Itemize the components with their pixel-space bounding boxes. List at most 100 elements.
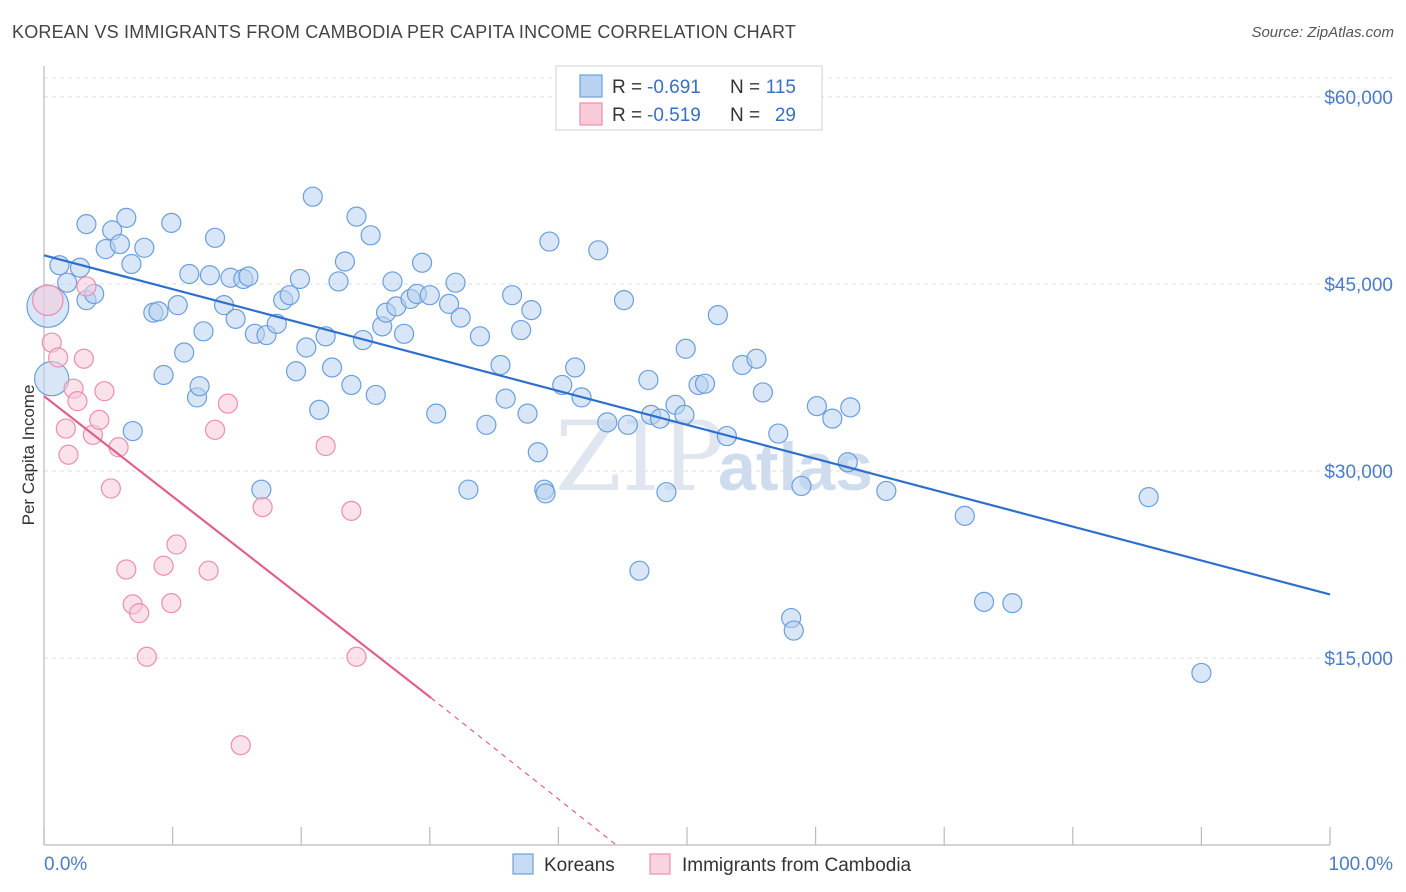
korean-point bbox=[279, 285, 300, 306]
korean-point bbox=[360, 225, 381, 246]
korean-point bbox=[517, 403, 538, 424]
korean-legend-swatch bbox=[579, 74, 603, 98]
y-tick-label: $45,000 bbox=[1324, 275, 1393, 296]
korean-point bbox=[490, 354, 511, 376]
korean-point bbox=[791, 475, 812, 497]
korean-point bbox=[954, 505, 975, 526]
korean-point bbox=[193, 321, 214, 342]
cambodia-trend-line bbox=[43, 395, 432, 699]
grid bbox=[44, 77, 1394, 659]
korean-point bbox=[588, 240, 609, 261]
cambodia-point bbox=[217, 393, 238, 414]
korean-point bbox=[426, 403, 447, 424]
korean-point bbox=[411, 252, 433, 273]
korean-r-label: R = bbox=[612, 77, 642, 98]
cambodia-n-value: 29 bbox=[775, 105, 796, 126]
y-axis-title: Per Capita Income bbox=[19, 385, 38, 526]
korean-point bbox=[167, 295, 188, 316]
series-legend: Koreans Immigrants from Cambodia bbox=[512, 853, 912, 876]
korean-point bbox=[393, 323, 415, 344]
correlation-legend: R = -0.691 N = 115 R = -0.519 N = 29 bbox=[555, 65, 823, 131]
korean-point bbox=[527, 442, 548, 463]
korean-point bbox=[238, 266, 259, 287]
korean-point bbox=[266, 313, 287, 334]
korean-point bbox=[199, 265, 220, 286]
korean-point bbox=[752, 382, 773, 403]
korean-point bbox=[675, 338, 696, 359]
korean-point bbox=[565, 357, 586, 378]
cambodia-point bbox=[166, 534, 187, 555]
korean-point bbox=[341, 374, 362, 396]
axes bbox=[43, 66, 1331, 846]
korean-point bbox=[1191, 662, 1212, 684]
korean-point bbox=[629, 560, 650, 581]
korean-point bbox=[153, 364, 174, 386]
korean-point bbox=[309, 399, 330, 420]
korean-bottom-legend-label: Koreans bbox=[544, 855, 615, 876]
korean-r-value: -0.691 bbox=[647, 77, 701, 98]
cambodia-point bbox=[346, 646, 367, 667]
cambodia-legend-swatch bbox=[579, 102, 603, 126]
korean-point bbox=[535, 483, 556, 504]
x-tick-label-min: 0.0% bbox=[44, 854, 87, 875]
korean-point bbox=[321, 357, 343, 378]
cambodia-point bbox=[252, 497, 273, 518]
korean-point bbox=[204, 227, 226, 248]
korean-point bbox=[458, 479, 479, 500]
korean-point bbox=[69, 257, 91, 278]
korean-point bbox=[521, 300, 542, 321]
korean-point bbox=[707, 305, 728, 326]
cambodia-point bbox=[76, 276, 97, 297]
korean-bottom-legend-swatch bbox=[512, 853, 534, 875]
korean-point bbox=[365, 384, 386, 406]
cambodia-point bbox=[153, 555, 174, 576]
korean-n-label: N = bbox=[730, 77, 760, 98]
cambodia-point bbox=[161, 593, 182, 614]
korean-point bbox=[746, 348, 767, 369]
cambodia-point bbox=[230, 735, 251, 756]
korean-point bbox=[511, 319, 532, 341]
cambodia-point bbox=[48, 347, 69, 368]
korean-point bbox=[450, 307, 471, 328]
korean-point bbox=[57, 272, 78, 293]
cambodia-point bbox=[73, 348, 94, 369]
watermark: ZIP atlas bbox=[555, 401, 873, 513]
korean-point bbox=[382, 271, 403, 292]
cambodia-point bbox=[67, 391, 88, 412]
cambodia-point bbox=[100, 478, 121, 499]
cambodia-point bbox=[129, 602, 150, 624]
cambodia-r-value: -0.519 bbox=[647, 105, 701, 126]
korean-point bbox=[876, 480, 897, 502]
korean-point bbox=[285, 361, 307, 382]
cambodia-n-label: N = bbox=[730, 105, 760, 126]
trend-lines bbox=[43, 254, 1331, 846]
korean-point bbox=[694, 373, 716, 394]
cambodia-point bbox=[204, 419, 226, 440]
korean-point bbox=[638, 369, 659, 391]
y-tick-label: $60,000 bbox=[1324, 88, 1393, 109]
chart-title: KOREAN VS IMMIGRANTS FROM CAMBODIA PER C… bbox=[12, 22, 797, 42]
korean-point bbox=[289, 268, 311, 290]
korean-point bbox=[476, 414, 497, 435]
cambodia-point bbox=[94, 381, 115, 402]
korean-point bbox=[768, 423, 789, 444]
korean-point bbox=[122, 420, 143, 442]
korean-point bbox=[469, 326, 491, 347]
korean-point bbox=[502, 285, 523, 306]
x-tick-label-max: 100.0% bbox=[1329, 854, 1394, 875]
cambodia-point bbox=[198, 560, 219, 581]
korean-point bbox=[840, 397, 861, 418]
korean-point bbox=[973, 591, 995, 612]
korean-point bbox=[1002, 593, 1023, 614]
x-tick-labels: 0.0% 100.0% bbox=[44, 854, 1393, 875]
korean-point bbox=[328, 271, 349, 292]
cambodia-point bbox=[315, 435, 336, 457]
cambodia-point bbox=[116, 559, 137, 580]
korean-point bbox=[806, 396, 827, 417]
korean-point bbox=[1138, 487, 1159, 508]
korean-point bbox=[116, 207, 137, 228]
korean-point bbox=[419, 285, 440, 306]
korean-point bbox=[174, 342, 195, 363]
cambodia-point bbox=[32, 284, 64, 316]
